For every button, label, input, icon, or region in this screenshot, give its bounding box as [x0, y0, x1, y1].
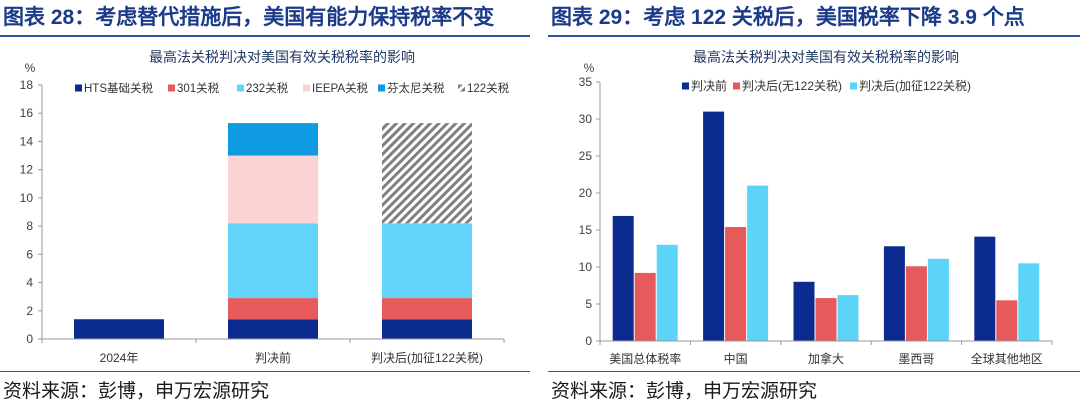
- x-category-label: 美国总体税率: [609, 351, 681, 366]
- bar-c1-s3: [228, 155, 318, 224]
- y-tick-label: 6: [26, 247, 33, 261]
- y-tick-label: 15: [579, 223, 593, 237]
- source-note: 资料来源：彭博，申万宏源研究: [3, 381, 270, 402]
- y-tick-label: 14: [20, 134, 34, 148]
- legend-swatch-0: [75, 84, 82, 92]
- x-category-label: 加拿大: [808, 351, 844, 366]
- legend-label-5: 122关税: [467, 81, 510, 95]
- x-category-label: 全球其他地区: [971, 351, 1043, 366]
- bar-c3-s1: [905, 266, 927, 341]
- legend-swatch-2: [850, 82, 857, 90]
- legend-label-4: 芬太尼关税: [387, 81, 445, 95]
- bar-c0-s2: [656, 244, 678, 341]
- bar-c2-s2: [382, 223, 472, 299]
- legend-swatch-1: [168, 84, 175, 92]
- legend-label-3: IEEPA关税: [312, 81, 369, 95]
- bar-c1-s0: [228, 319, 318, 339]
- bar-c3-s0: [883, 246, 905, 341]
- figure-28-panel: 最高法关税判决对美国有效关税税率的影响% HTS基础关税 301关税 232关税 IEE…: [0, 0, 530, 408]
- bar-c0-s0: [612, 215, 634, 341]
- legend-label-1: 判决后(无122关税): [742, 79, 842, 93]
- figure-title: 图表 28：考虑替代措施后，美国有能力保持税率不变: [3, 6, 495, 29]
- y-tick-label: 0: [585, 334, 592, 348]
- x-category-label: 2024年: [100, 351, 139, 365]
- bar-c1-s1: [228, 298, 318, 320]
- y-tick-label: 25: [579, 149, 593, 163]
- bar-c4-s0: [974, 236, 996, 341]
- bar-c4-s2: [1018, 263, 1040, 341]
- y-tick-label: 30: [579, 112, 593, 126]
- bar-c2-s1: [815, 298, 837, 341]
- y-axis-unit: %: [584, 61, 595, 75]
- stacked-bar-chart: 最高法关税判决对美国有效关税税率的影响% HTS基础关税 301关税 232关税 IEE…: [20, 49, 510, 365]
- legend-swatch-4: [378, 84, 385, 92]
- x-category-label: 判决前: [255, 350, 291, 365]
- legend-swatch-0: [682, 82, 689, 90]
- source-note: 资料来源：彭博，申万宏源研究: [551, 381, 818, 402]
- bar-c2-s2: [837, 295, 859, 341]
- legend-swatch-3: [303, 84, 310, 92]
- bar-c3-s2: [927, 258, 949, 341]
- y-tick-label: 20: [579, 186, 593, 200]
- x-category-label: 中国: [724, 351, 748, 366]
- y-tick-label: 16: [20, 106, 34, 120]
- bar-c1-s1: [725, 227, 747, 341]
- y-tick-label: 4: [26, 276, 33, 290]
- x-category-label: 判决后(加征122关税): [371, 351, 483, 365]
- legend-swatch-2: [237, 84, 244, 92]
- bar-c2-s0: [382, 319, 472, 339]
- title-divider: [548, 35, 1080, 37]
- legend-swatch-1: [733, 82, 740, 90]
- legend-label-0: 判决前: [691, 78, 727, 93]
- y-tick-label: 5: [585, 297, 592, 311]
- y-tick-label: 12: [20, 163, 34, 177]
- legend-label-0: HTS基础关税: [84, 81, 153, 95]
- bar-c1-s2: [747, 185, 769, 341]
- y-tick-label: 35: [579, 75, 593, 89]
- bar-c1-s2: [228, 223, 318, 299]
- legend-label-2: 判决后(加征122关税): [859, 79, 971, 93]
- chart-title: 最高法关税判决对美国有效关税税率的影响: [149, 49, 415, 65]
- bar-c2-s1: [382, 298, 472, 320]
- y-tick-label: 18: [20, 78, 34, 92]
- source-divider: [548, 371, 1080, 372]
- y-axis-unit: %: [25, 61, 36, 75]
- y-tick-label: 10: [20, 191, 34, 205]
- y-tick-label: 8: [26, 219, 33, 233]
- bar-c0-s0: [74, 319, 164, 339]
- x-category-label: 墨西哥: [898, 352, 934, 366]
- grouped-bar-chart: 最高法关税判决对美国有效关税税率的影响% 判决前 判决后(无122关税) 判决后(加征…: [579, 49, 1053, 366]
- bar-c2-s0: [793, 281, 815, 341]
- bar-c2-s5: [382, 123, 472, 224]
- legend-swatch-5: [458, 84, 465, 92]
- title-divider: [0, 35, 530, 37]
- legend-label-1: 301关税: [177, 81, 220, 95]
- figure-29-panel: 最高法关税判决对美国有效关税税率的影响% 判决前 判决后(无122关税) 判决后(加征…: [548, 0, 1080, 408]
- y-tick-label: 2: [26, 304, 33, 318]
- chart-title: 最高法关税判决对美国有效关税税率的影响: [693, 49, 959, 65]
- bar-c4-s1: [996, 300, 1018, 341]
- y-tick-label: 0: [26, 332, 33, 346]
- y-tick-label: 10: [579, 260, 593, 274]
- bar-c1-s4: [228, 123, 318, 156]
- bar-c1-s0: [703, 111, 725, 341]
- source-divider: [0, 371, 530, 372]
- figure-title: 图表 29：考虑 122 关税后，美国税率下降 3.9 个点: [551, 6, 1025, 29]
- legend-label-2: 232关税: [246, 81, 289, 95]
- bar-c0-s1: [634, 272, 656, 341]
